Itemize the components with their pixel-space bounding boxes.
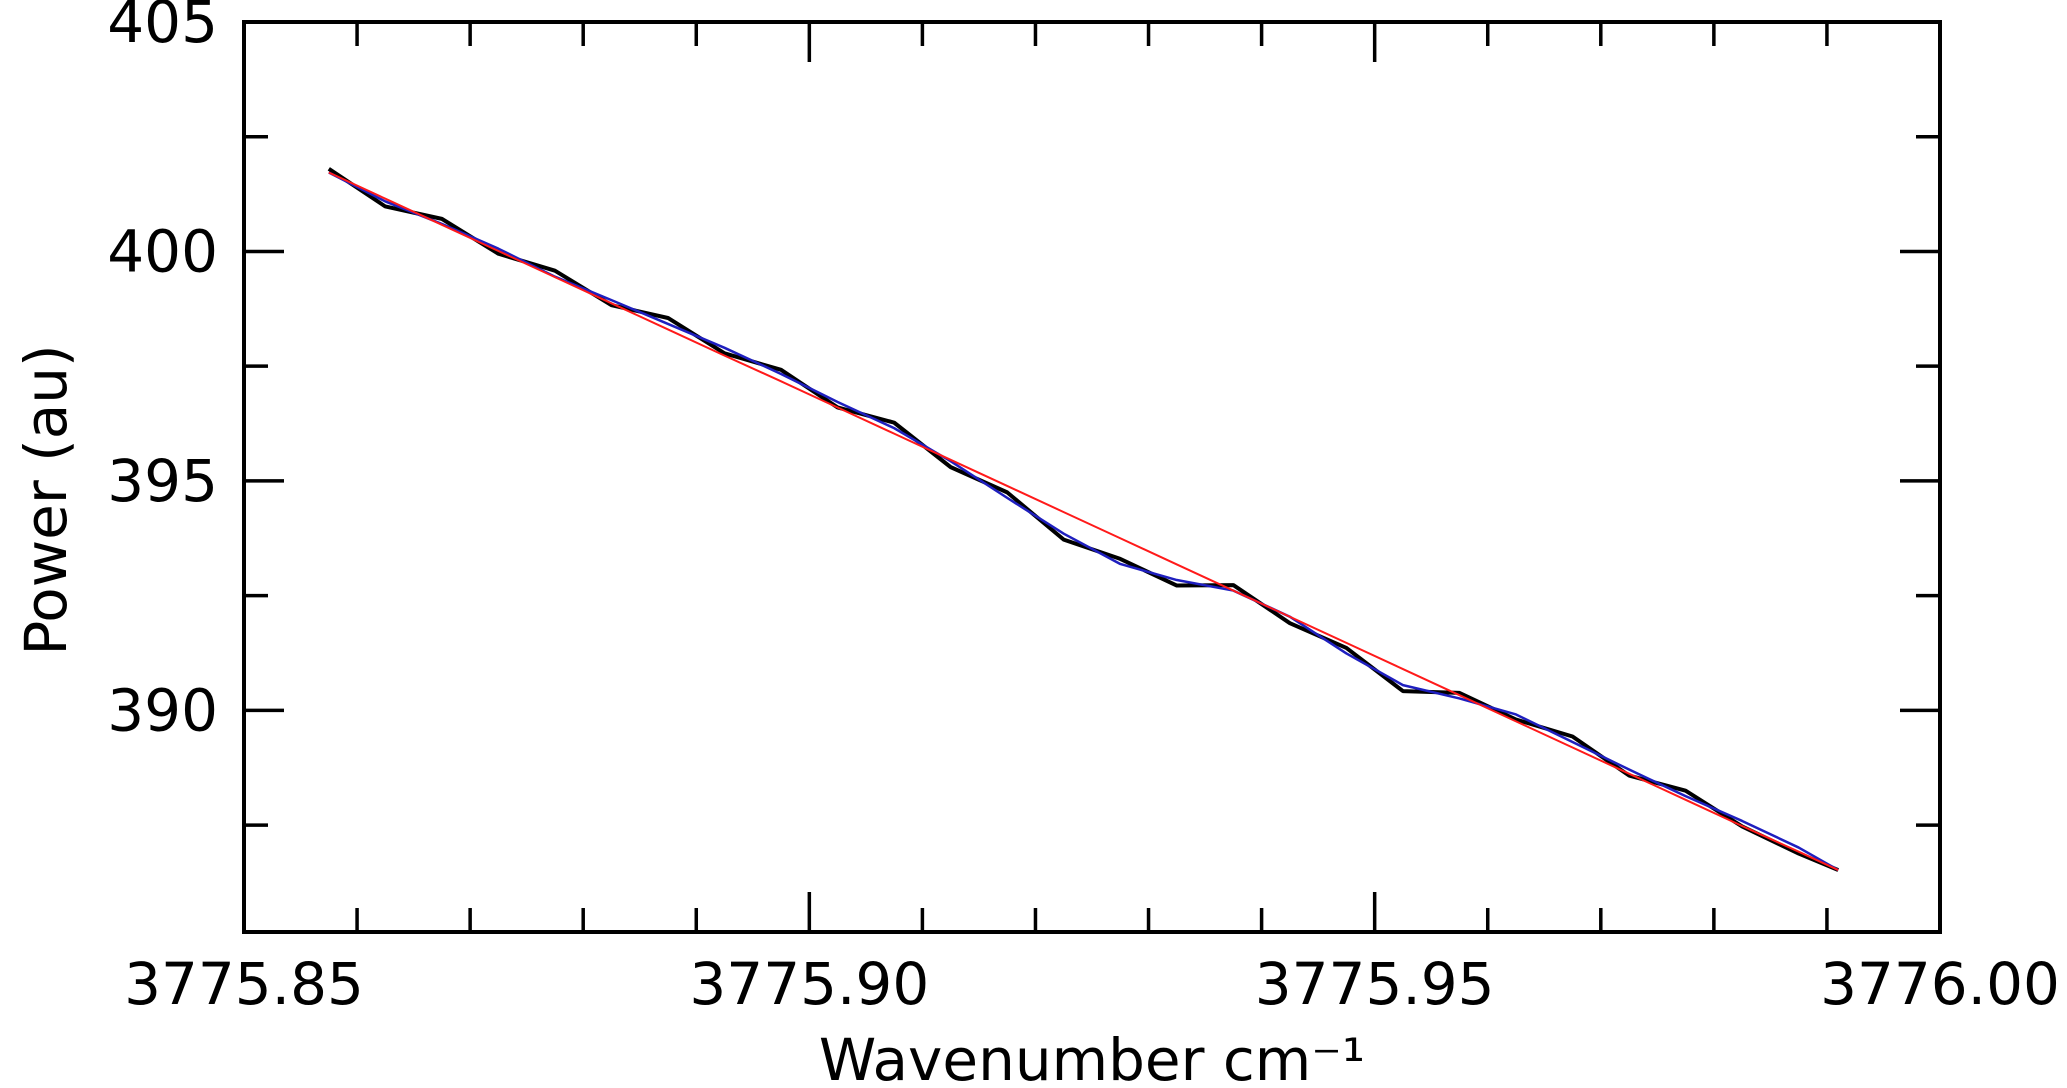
- x-axis-label: Wavenumber cm⁻¹: [819, 1026, 1365, 1088]
- x-tick-label: 3776.00: [1820, 950, 2060, 1018]
- y-tick-label: 390: [107, 676, 218, 744]
- y-tick-label: 405: [107, 0, 218, 56]
- x-tick-label: 3775.90: [689, 950, 929, 1018]
- plot-frame: [242, 20, 1942, 934]
- data-line: [328, 171, 1839, 871]
- y-axis-label: Power (au): [12, 344, 80, 655]
- x-tick-label: 3775.95: [1255, 950, 1495, 1018]
- y-tick-label: 395: [107, 447, 218, 515]
- y-tick-label: 400: [107, 217, 218, 285]
- x-tick-label: 3775.85: [124, 950, 364, 1018]
- data-line: [328, 171, 1839, 872]
